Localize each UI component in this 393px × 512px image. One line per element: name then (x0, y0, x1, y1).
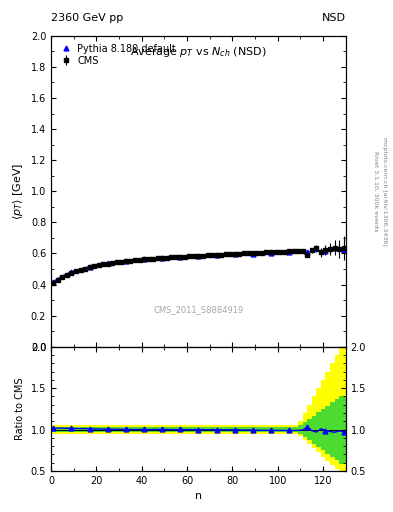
Pythia 8.180 default (250, 250, 255, 257)
Line: Pythia 8.180 default: Pythia 8.180 default (51, 248, 346, 284)
Pythia 8.180 default (105, 260, 110, 266)
X-axis label: n: n (195, 492, 202, 501)
Pythia 8.180 default (214, 252, 219, 258)
Pythia 8.180 default (123, 258, 128, 264)
Y-axis label: $\langle p_T \rangle$ [GeV]: $\langle p_T \rangle$ [GeV] (11, 163, 25, 220)
Pythia 8.180 default (87, 264, 92, 270)
Text: CMS_2011_S8884919: CMS_2011_S8884919 (153, 305, 244, 314)
Text: 2360 GeV pp: 2360 GeV pp (51, 13, 123, 23)
Pythia 8.180 default (269, 250, 274, 256)
Y-axis label: Ratio to CMS: Ratio to CMS (15, 378, 25, 440)
Text: Average $p_T$ vs $N_{ch}$ (NSD): Average $p_T$ vs $N_{ch}$ (NSD) (130, 45, 267, 59)
Pythia 8.180 default (160, 255, 165, 261)
Pythia 8.180 default (341, 247, 346, 253)
Pythia 8.180 default (287, 249, 292, 255)
Pythia 8.180 default (196, 253, 201, 259)
Text: Rivet 3.1.10, 300k events: Rivet 3.1.10, 300k events (373, 151, 378, 231)
Text: mcplots.cern.ch [arXiv:1306.3436]: mcplots.cern.ch [arXiv:1306.3436] (382, 137, 387, 246)
Pythia 8.180 default (305, 249, 310, 255)
Pythia 8.180 default (232, 251, 237, 258)
Pythia 8.180 default (142, 256, 147, 262)
Legend: Pythia 8.180 default, CMS: Pythia 8.180 default, CMS (56, 40, 179, 69)
Pythia 8.180 default (69, 269, 74, 275)
Pythia 8.180 default (51, 279, 56, 285)
Pythia 8.180 default (178, 253, 183, 260)
Text: NSD: NSD (322, 13, 346, 23)
Pythia 8.180 default (323, 248, 328, 254)
